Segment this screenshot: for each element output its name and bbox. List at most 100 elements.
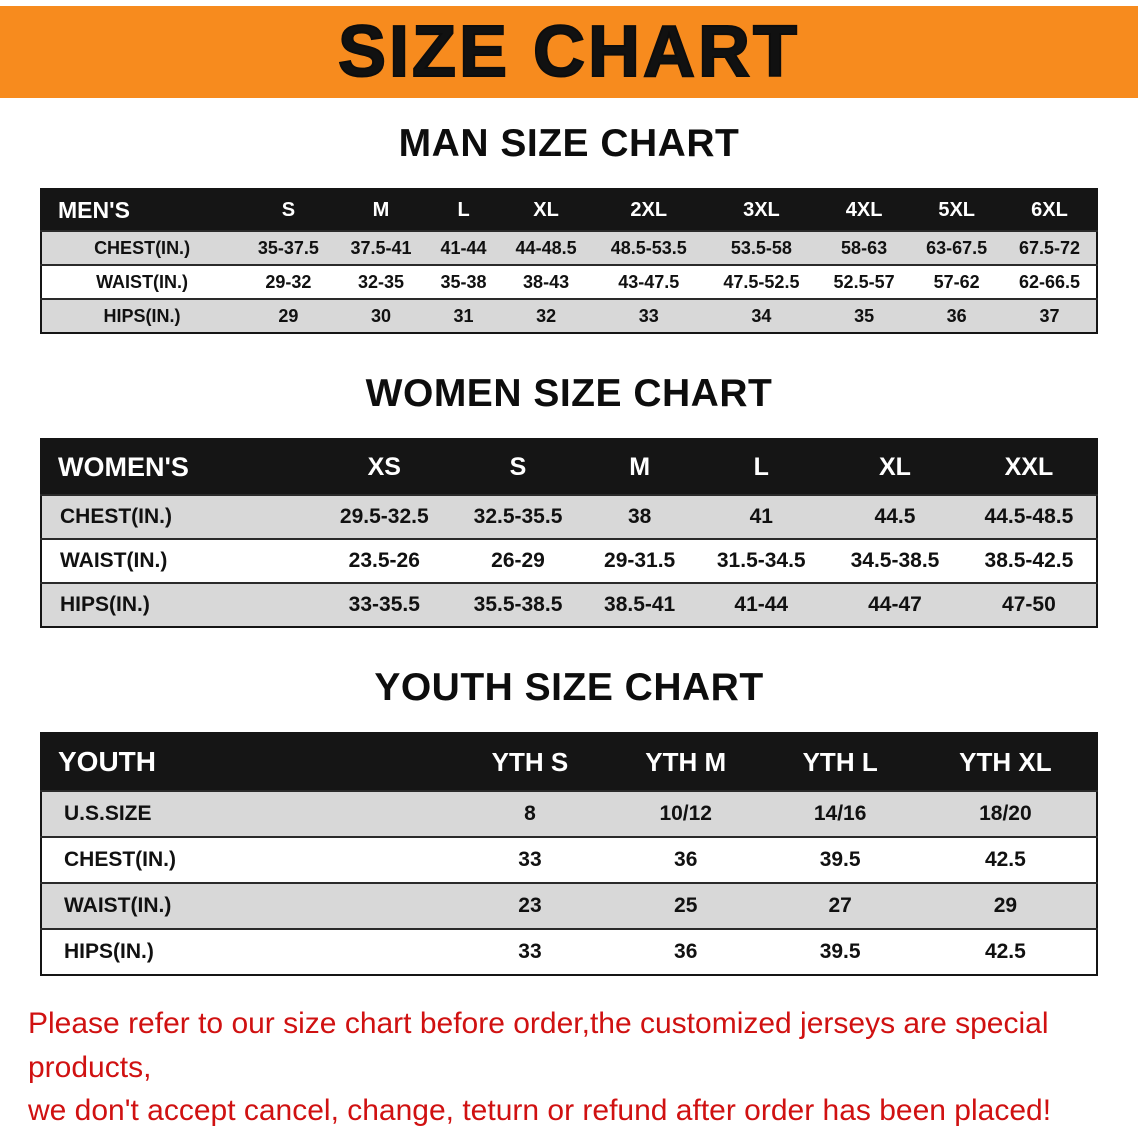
size-column-header: M	[334, 189, 428, 231]
size-value: 25	[674, 894, 698, 917]
size-value: 31	[453, 305, 474, 326]
size-value: 26-29	[491, 549, 545, 572]
size-value: 44-47	[868, 593, 922, 616]
size-value: 31.5-34.5	[716, 549, 806, 572]
size-value: 37	[1039, 305, 1060, 326]
row-label: WAIST(IN.)	[96, 271, 189, 292]
size-column-header: YTH M	[605, 733, 766, 791]
size-value: 27	[828, 894, 852, 917]
size-value: 52.5-57	[833, 271, 895, 292]
size-value: 44.5	[874, 505, 916, 528]
size-value: 29-32	[265, 271, 312, 292]
size-value: 35-38	[440, 271, 487, 292]
youth-table-wrap: YOUTH YTH S YTH M YTH L YTH XL U.S.SIZE 8 10/12…	[40, 732, 1098, 976]
size-value: 44.5-48.5	[984, 505, 1074, 528]
size-value: 18/20	[979, 802, 1032, 825]
size-column-header: S	[242, 189, 335, 231]
size-value: 47-50	[1002, 593, 1056, 616]
size-header-row: WOMEN'S XS S M L XL XXL	[41, 439, 1097, 495]
size-value: 30	[371, 305, 392, 326]
size-value: 63-67.5	[926, 237, 988, 258]
size-value: 34	[751, 305, 772, 326]
men-size-table: MEN'S S M L XL 2XL 3XL 4XL 5XL 6XL CHEST(IN.) 35-37…	[40, 188, 1098, 334]
size-value: 42.5	[984, 848, 1026, 871]
table-corner-label: YOUTH	[41, 733, 455, 791]
size-value: 38.5-42.5	[984, 549, 1074, 572]
banner: SIZE CHART	[0, 6, 1138, 98]
table-row: CHEST(IN.) 35-37.5 37.5-41 41-44 44-48.5 48.5…	[41, 231, 1097, 265]
table-corner-label: WOMEN'S	[41, 439, 318, 495]
size-column-header: 5XL	[910, 189, 1003, 231]
row-label: U.S.SIZE	[64, 802, 152, 825]
size-column-header: XXL	[961, 439, 1097, 495]
size-value: 32	[536, 305, 557, 326]
size-value: 33	[518, 848, 542, 871]
men-table-wrap: MEN'S S M L XL 2XL 3XL 4XL 5XL 6XL CHEST(IN.) 35-37…	[40, 188, 1098, 334]
notice-line-1: Please refer to our size chart before or…	[28, 1007, 1049, 1084]
size-value: 42.5	[984, 940, 1026, 963]
size-column-header: 4XL	[817, 189, 911, 231]
size-value: 39.5	[819, 848, 861, 871]
table-row: WAIST(IN.) 23 25 27 29	[41, 883, 1097, 929]
size-value: 33	[518, 940, 542, 963]
size-value: 67.5-72	[1018, 237, 1081, 258]
size-column-header: 6XL	[1002, 189, 1097, 231]
size-value: 39.5	[819, 940, 861, 963]
size-column-header: XS	[317, 439, 452, 495]
size-column-header: 3XL	[705, 189, 818, 231]
size-column-header: YTH XL	[914, 733, 1097, 791]
size-column-header: M	[584, 439, 695, 495]
row-label: HIPS(IN.)	[60, 593, 150, 616]
size-value: 23.5-26	[348, 549, 420, 572]
size-value: 29	[993, 894, 1018, 917]
size-value: 29-31.5	[604, 549, 676, 572]
size-value: 10/12	[659, 802, 712, 825]
size-value: 29.5-32.5	[339, 505, 429, 528]
row-label: WAIST(IN.)	[64, 894, 172, 917]
size-column-header: YTH S	[454, 733, 606, 791]
table-row: CHEST(IN.) 29.5-32.5 32.5-35.5 38 41 44.5 44.5…	[41, 495, 1097, 539]
table-row: WAIST(IN.) 29-32 32-35 35-38 38-43 43-47.5 47.…	[41, 265, 1097, 299]
youth-section-heading: YOUTH SIZE CHART	[374, 666, 764, 709]
order-notice: Please refer to our size chart before or…	[28, 1002, 1110, 1133]
page-title: SIZE CHART	[337, 11, 800, 93]
size-value: 43-47.5	[618, 271, 680, 292]
youth-size-table: YOUTH YTH S YTH M YTH L YTH XL U.S.SIZE 8 10/12…	[40, 732, 1098, 976]
row-label: CHEST(IN.)	[94, 237, 191, 258]
women-size-table: WOMEN'S XS S M L XL XXL CHEST(IN.) 29.5-32.5 32.5…	[40, 438, 1098, 628]
size-value: 62-66.5	[1018, 271, 1081, 292]
size-value: 41-44	[440, 237, 487, 258]
table-row: HIPS(IN.) 33 36 39.5 42.5	[41, 929, 1097, 975]
row-label: WAIST(IN.)	[60, 549, 168, 572]
size-value: 36	[674, 940, 698, 963]
size-column-header: L	[427, 189, 500, 231]
size-value: 47.5-52.5	[723, 271, 800, 292]
size-value: 36	[946, 305, 967, 326]
size-column-header: L	[694, 439, 829, 495]
table-row: WAIST(IN.) 23.5-26 26-29 29-31.5 31.5-34.5 34…	[41, 539, 1097, 583]
men-size-section: MAN SIZE CHART MEN'S S M L XL 2XL 3XL 4XL 5XL 6XL…	[0, 122, 1138, 334]
size-column-header: 2XL	[592, 189, 706, 231]
size-value: 57-62	[933, 271, 980, 292]
notice-line-2: we don't accept cancel, change, teturn o…	[28, 1094, 1052, 1127]
size-header-row: MEN'S S M L XL 2XL 3XL 4XL 5XL 6XL	[41, 189, 1097, 231]
size-value: 44-48.5	[515, 237, 577, 258]
size-value: 34.5-38.5	[850, 549, 940, 572]
size-value: 41	[749, 505, 773, 528]
size-column-header: S	[451, 439, 585, 495]
women-size-section: WOMEN SIZE CHART WOMEN'S XS S M L XL XXL CHEST(…	[0, 372, 1138, 628]
women-section-heading: WOMEN SIZE CHART	[365, 372, 773, 415]
size-column-header: YTH L	[765, 733, 915, 791]
women-table-wrap: WOMEN'S XS S M L XL XXL CHEST(IN.) 29.5-32.5 32.5…	[40, 438, 1098, 628]
size-chart-page: SIZE CHART MAN SIZE CHART MEN'S S M L XL 2XL 3…	[0, 6, 1138, 1133]
size-value: 35-37.5	[257, 237, 319, 258]
row-label: HIPS(IN.)	[64, 940, 154, 963]
size-value: 38-43	[523, 271, 570, 292]
table-row: HIPS(IN.) 29 30 31 32 33 34 35 36 37	[41, 299, 1097, 333]
size-value: 32-35	[357, 271, 405, 292]
size-value: 33-35.5	[348, 593, 420, 616]
size-value: 14/16	[813, 802, 867, 825]
row-label: CHEST(IN.)	[60, 505, 172, 528]
table-row: HIPS(IN.) 33-35.5 35.5-38.5 38.5-41 41-44 44-…	[41, 583, 1097, 627]
row-label: HIPS(IN.)	[103, 305, 181, 326]
